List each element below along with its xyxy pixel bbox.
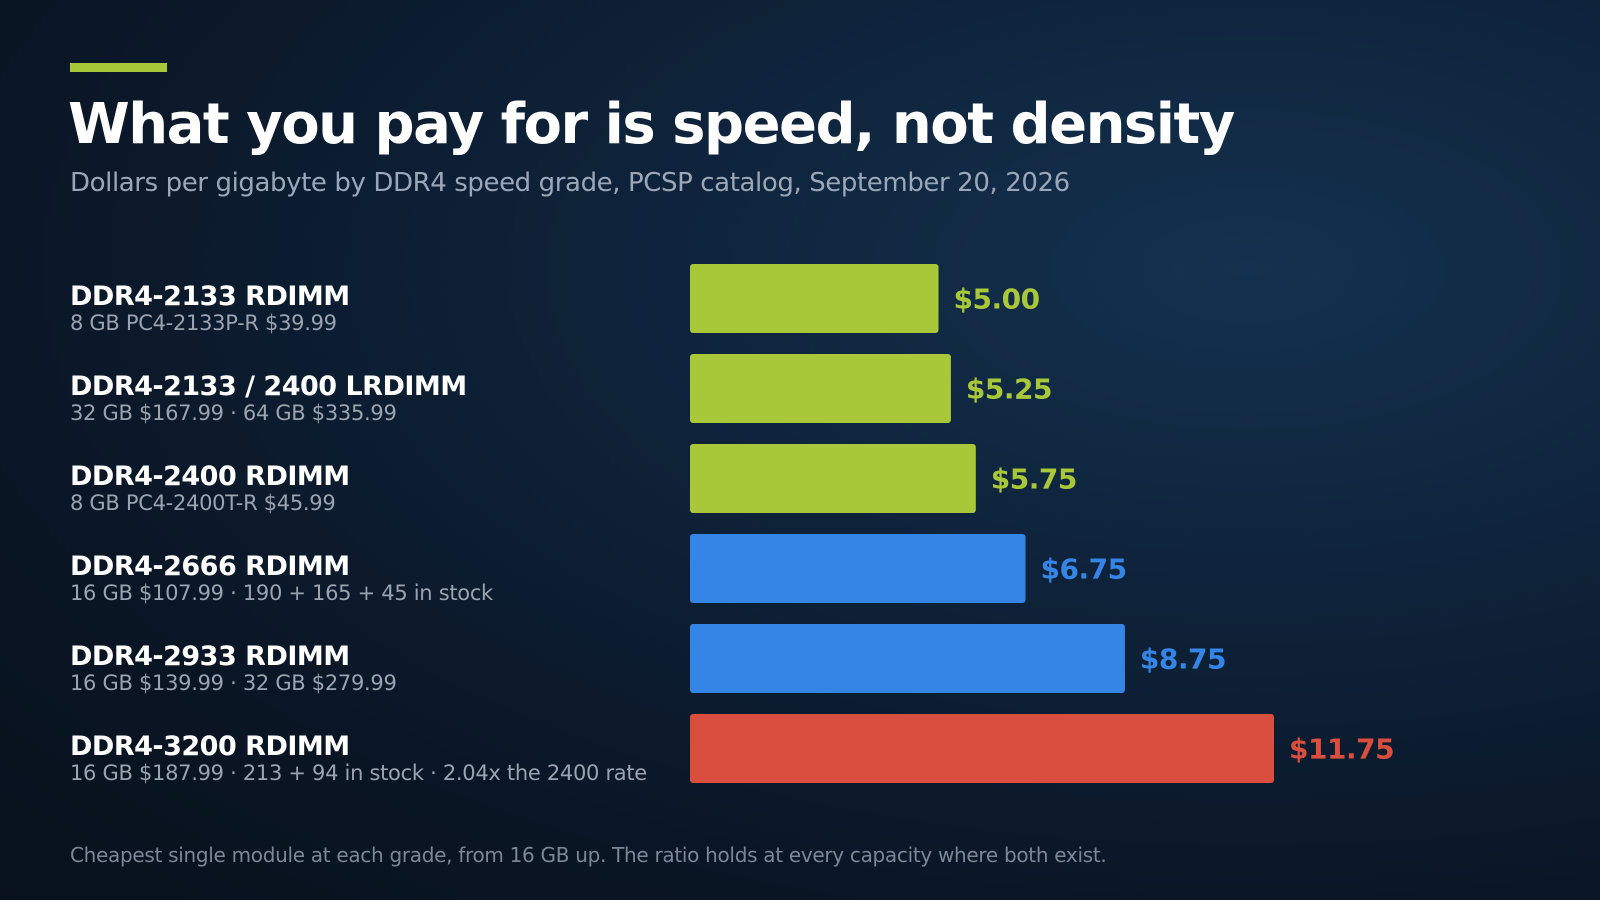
category-name: DDR4-2133 RDIMM [70, 281, 350, 312]
bar-value-label-4: $6.75 [1041, 553, 1127, 586]
page-subtitle: Dollars per gigabyte by DDR4 speed grade… [70, 168, 1070, 198]
bar-2 [690, 354, 951, 423]
category-label-ddr4-2933-rdimm: DDR4-2933 RDIMM 16 GB $139.99 · 32 GB $2… [70, 641, 397, 695]
category-detail: 16 GB $139.99 · 32 GB $279.99 [70, 671, 397, 695]
bar-1 [690, 264, 939, 333]
category-name: DDR4-3200 RDIMM [70, 731, 350, 762]
category-label-ddr4-2400-rdimm: DDR4-2400 RDIMM 8 GB PC4-2400T-R $45.99 [70, 461, 350, 515]
category-detail: 8 GB PC4-2133P-R $39.99 [70, 311, 337, 335]
category-detail: 32 GB $167.99 · 64 GB $335.99 [70, 401, 397, 425]
bar-value-label-3: $5.75 [991, 463, 1077, 496]
category-detail: 16 GB $187.99 · 213 + 94 in stock · 2.04… [70, 761, 647, 785]
page-title: What you pay for is speed, not density [68, 92, 1235, 157]
category-detail: 16 GB $107.99 · 190 + 165 + 45 in stock [70, 581, 493, 605]
category-label-ddr4-3200-rdimm: DDR4-3200 RDIMM 16 GB $187.99 · 213 + 94… [70, 731, 647, 785]
category-detail: 8 GB PC4-2400T-R $45.99 [70, 491, 336, 515]
bar-4 [690, 534, 1026, 603]
bar-value-label-2: $5.25 [966, 373, 1052, 406]
bar-value-label-5: $8.75 [1140, 643, 1226, 676]
bar-3 [690, 444, 976, 513]
category-label-ddr4-2133-2400-lrdimm: DDR4-2133 / 2400 LRDIMM 32 GB $167.99 · … [70, 371, 467, 425]
category-name: DDR4-2666 RDIMM [70, 551, 350, 582]
title-accent-bar [70, 63, 167, 72]
bar-value-label-1: $5.00 [954, 283, 1040, 316]
bar-6 [690, 714, 1274, 783]
bar-value-label-6: $11.75 [1289, 733, 1394, 766]
footnote: Cheapest single module at each grade, fr… [70, 843, 1107, 867]
category-name: DDR4-2400 RDIMM [70, 461, 350, 492]
bar-5 [690, 624, 1125, 693]
category-name: DDR4-2933 RDIMM [70, 641, 350, 672]
category-label-ddr4-2666-rdimm: DDR4-2666 RDIMM 16 GB $107.99 · 190 + 16… [70, 551, 493, 605]
category-label-ddr4-2133-rdimm: DDR4-2133 RDIMM 8 GB PC4-2133P-R $39.99 [70, 281, 350, 335]
category-name: DDR4-2133 / 2400 LRDIMM [70, 371, 467, 402]
